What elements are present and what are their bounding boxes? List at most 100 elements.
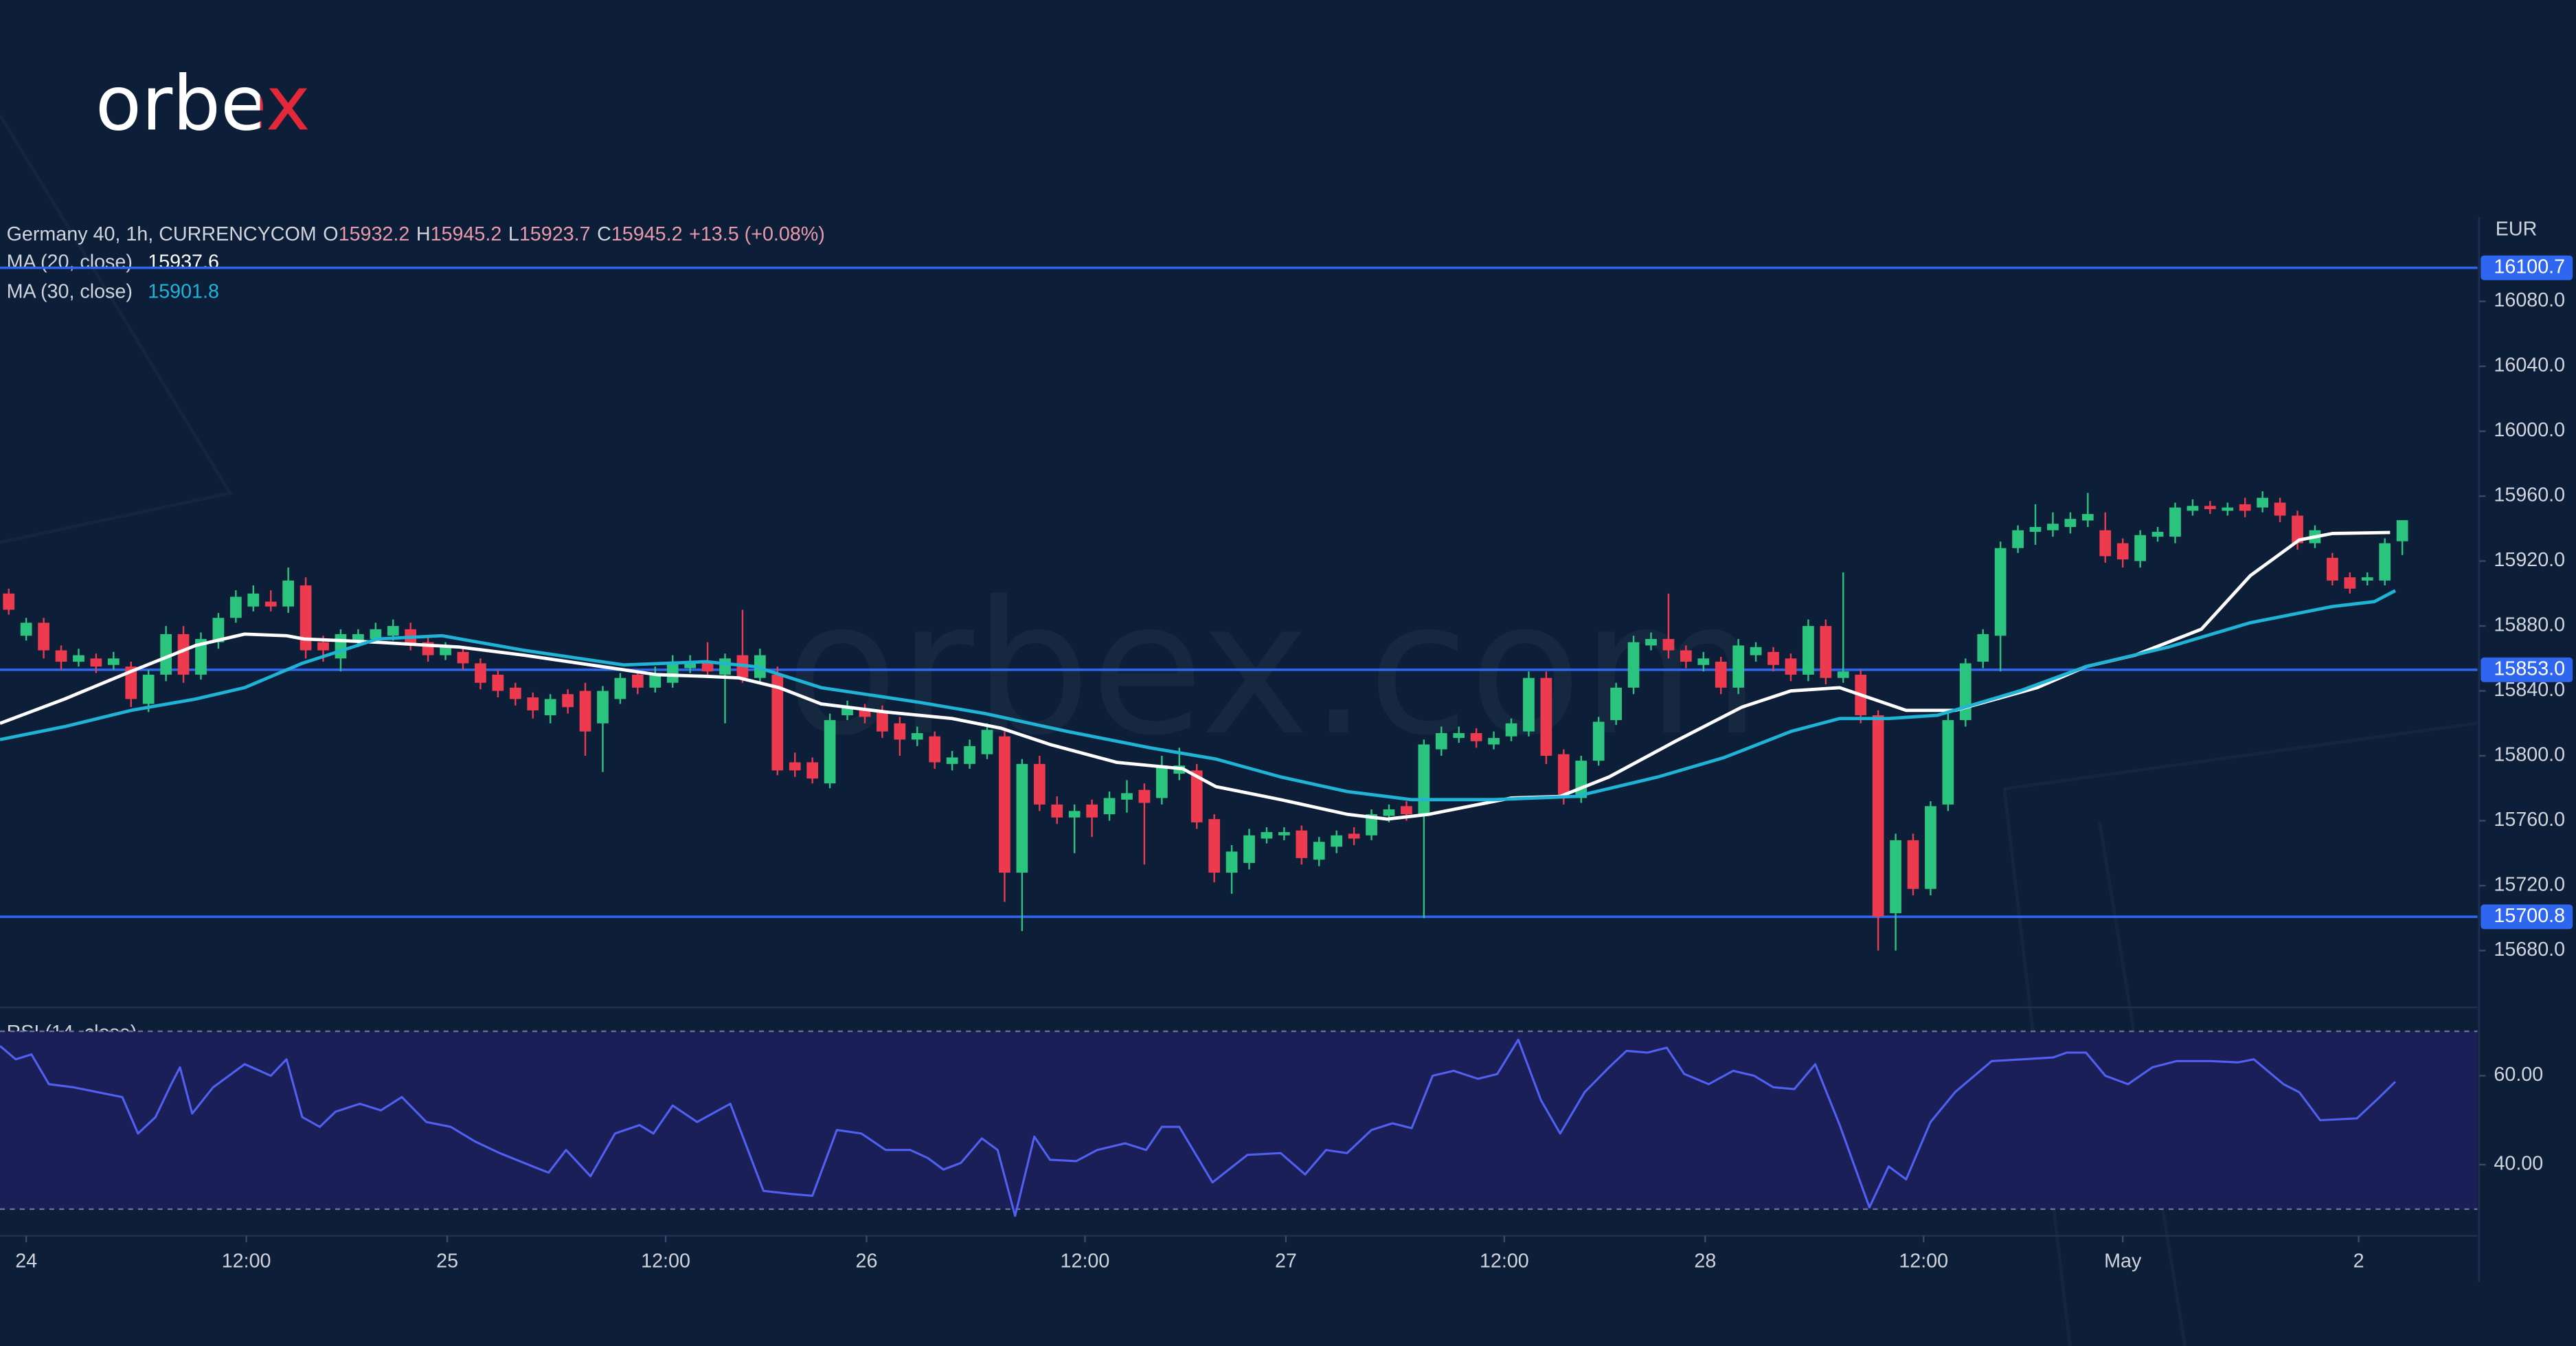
candle-body bbox=[282, 580, 295, 607]
candle-body bbox=[90, 658, 102, 667]
ohlc-label: C bbox=[597, 223, 611, 245]
candle-body bbox=[824, 720, 836, 784]
candle-body bbox=[2361, 577, 2373, 581]
candle-body bbox=[247, 593, 260, 607]
candle-body bbox=[946, 757, 958, 764]
candle-body bbox=[2204, 506, 2216, 510]
candle-body bbox=[1016, 763, 1028, 873]
candle-body bbox=[142, 674, 155, 704]
candle-body bbox=[1820, 626, 1832, 678]
candle-body bbox=[1925, 806, 1936, 889]
y-tick-label: 15840.0 bbox=[2494, 679, 2565, 701]
y-tick-label: 15960.0 bbox=[2494, 484, 2565, 506]
level-label-box bbox=[2481, 904, 2573, 930]
candle-body bbox=[55, 650, 67, 662]
rsi-band bbox=[0, 1031, 2478, 1209]
candle-body bbox=[2029, 526, 2042, 532]
candle-body bbox=[1261, 832, 1273, 839]
candle-body bbox=[789, 762, 801, 771]
candle-body bbox=[300, 585, 312, 651]
candle-body bbox=[1103, 798, 1116, 815]
symbol-title: Germany 40, 1h, CURRENCYCOM bbox=[7, 223, 317, 245]
candle-body bbox=[964, 745, 975, 764]
candle-body bbox=[719, 658, 731, 675]
candle-body bbox=[1715, 662, 1727, 688]
candle-body bbox=[1331, 835, 1343, 847]
candle-body bbox=[1557, 754, 1570, 798]
candle-body bbox=[1155, 765, 1168, 798]
y-tick-label: 15880.0 bbox=[2494, 614, 2565, 636]
candle-body bbox=[2081, 514, 2094, 521]
x-tick-label: 24 bbox=[15, 1250, 37, 1272]
candle-body bbox=[877, 710, 888, 732]
candle-body bbox=[212, 618, 225, 642]
candle-body bbox=[1278, 832, 1290, 835]
legend-value: 15901.8 bbox=[148, 280, 219, 302]
candle-body bbox=[631, 674, 644, 688]
ohlc-label: H bbox=[416, 223, 431, 245]
currency: EUR bbox=[2496, 218, 2538, 240]
candle-body bbox=[1383, 809, 1395, 816]
x-tick-label: 12:00 bbox=[1480, 1250, 1529, 1272]
candle-body bbox=[2047, 524, 2059, 530]
candle-body bbox=[1488, 738, 1500, 745]
candle-body bbox=[387, 626, 399, 636]
candle-body bbox=[1994, 548, 2007, 636]
candle-body bbox=[1051, 804, 1063, 818]
y-tick-label: 16080.0 bbox=[2494, 289, 2565, 311]
candle-body bbox=[1680, 650, 1692, 662]
y-tick-label: 15760.0 bbox=[2494, 809, 2565, 831]
logo: orbex bbox=[95, 59, 310, 147]
candle-body bbox=[911, 732, 923, 740]
candle-body bbox=[929, 736, 941, 763]
candle-body bbox=[160, 633, 172, 675]
candle-body bbox=[666, 662, 679, 683]
candle-body bbox=[544, 699, 556, 715]
candle-body bbox=[894, 723, 906, 740]
candle-body bbox=[2396, 520, 2408, 541]
candle-body bbox=[999, 736, 1010, 873]
candle-body bbox=[1837, 671, 1849, 678]
ohlc-label: O bbox=[323, 223, 338, 245]
candle-body bbox=[2116, 543, 2129, 560]
candle-body bbox=[1942, 720, 1954, 805]
x-tick-label: 12:00 bbox=[1899, 1250, 1948, 1272]
candle-body bbox=[264, 601, 277, 607]
candle-body bbox=[1890, 840, 1901, 914]
candle-body bbox=[1627, 642, 1640, 688]
candle-body bbox=[1592, 721, 1605, 761]
candle-body bbox=[1121, 793, 1133, 800]
candle-body bbox=[2379, 543, 2391, 581]
level-label-box bbox=[2481, 657, 2573, 682]
candle-body bbox=[1785, 658, 1797, 675]
y-tick-label: 15800.0 bbox=[2494, 744, 2565, 766]
candle-body bbox=[492, 674, 504, 691]
candle-body bbox=[1610, 687, 1622, 721]
legend-value: 15937.6 bbox=[148, 251, 219, 273]
ohlc-value: 15945.2 bbox=[611, 223, 683, 245]
y-tick-label: 15920.0 bbox=[2494, 549, 2565, 571]
candle-body bbox=[1540, 677, 1552, 756]
candle-body bbox=[38, 622, 49, 651]
candle-body bbox=[2327, 557, 2338, 581]
candle-body bbox=[1803, 626, 1814, 675]
candle-body bbox=[1750, 647, 1762, 655]
x-tick-label: 12:00 bbox=[222, 1250, 271, 1272]
candle-body bbox=[684, 663, 697, 669]
ohlc-label: L bbox=[508, 223, 519, 245]
x-tick-label: 12:00 bbox=[641, 1250, 690, 1272]
candle-body bbox=[1086, 804, 1098, 818]
candle-body bbox=[1453, 732, 1465, 739]
candle-body bbox=[2012, 530, 2024, 548]
candle-body bbox=[125, 666, 137, 699]
ohlc-value: 15945.2 bbox=[431, 223, 502, 245]
level-label: 15700.8 bbox=[2494, 905, 2565, 927]
candle-body bbox=[1523, 677, 1535, 732]
candle-body bbox=[1401, 806, 1412, 815]
candle-body bbox=[3, 593, 15, 610]
candle-body bbox=[1505, 723, 1517, 737]
x-tick-label: 2 bbox=[2353, 1250, 2364, 1272]
candle-body bbox=[1313, 842, 1325, 860]
candle-body bbox=[1296, 830, 1308, 858]
